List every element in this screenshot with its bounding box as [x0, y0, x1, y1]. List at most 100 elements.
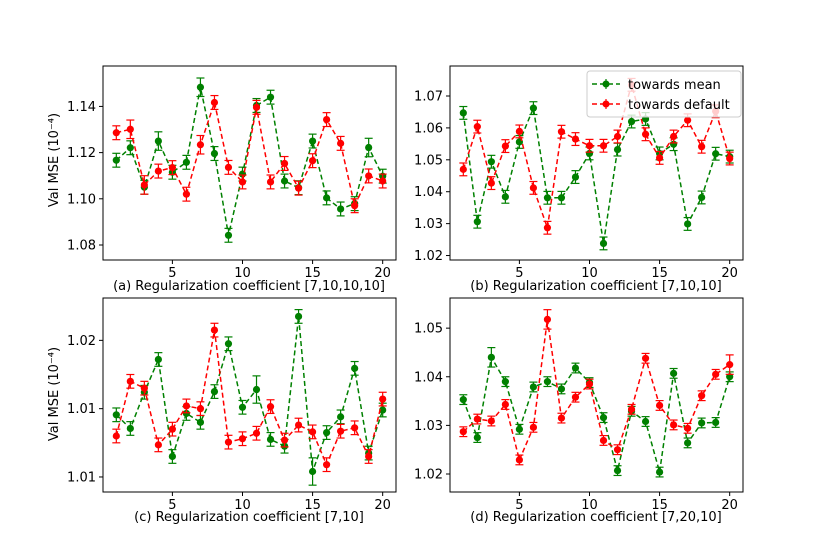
- data-point: [379, 177, 387, 185]
- data-point: [641, 354, 650, 362]
- data-point: [182, 409, 191, 418]
- data-point: [337, 413, 345, 421]
- series-towards-default: [112, 94, 387, 214]
- data-point: [543, 378, 552, 386]
- series-line: [462, 105, 730, 244]
- data-point: [501, 400, 509, 409]
- series-towards-mean: [459, 346, 734, 478]
- series-line: [462, 319, 731, 463]
- data-point: [698, 143, 706, 151]
- data-point: [712, 370, 720, 378]
- data-point: [684, 424, 692, 432]
- data-point: [557, 414, 566, 422]
- data-point: [182, 158, 191, 166]
- series-towards-mean: [459, 101, 734, 251]
- data-point: [266, 178, 275, 186]
- data-point: [529, 383, 538, 391]
- legend-entry-towards-mean: towards mean: [592, 78, 721, 93]
- data-point: [112, 156, 120, 164]
- data-point: [529, 423, 538, 431]
- y-tick-label: 1.03: [414, 419, 443, 434]
- data-point: [670, 132, 678, 141]
- data-point: [266, 435, 275, 444]
- y-axis-label: Val MSE (10⁻⁴): [47, 347, 62, 441]
- data-point: [238, 178, 247, 186]
- data-point: [337, 427, 345, 435]
- data-point: [154, 167, 162, 175]
- data-point: [210, 387, 219, 396]
- panel-a: Val MSE (10⁻⁴) (a) Regularization coeffi…: [47, 65, 397, 294]
- legend-label: towards mean: [628, 78, 721, 93]
- data-point: [487, 417, 495, 425]
- data-point: [613, 132, 622, 141]
- y-tick-label: 1.02: [67, 334, 96, 349]
- data-point: [154, 441, 162, 449]
- series-towards-default: [459, 77, 734, 235]
- y-tick-label: 1.02: [414, 249, 443, 264]
- y-axis-label: Val MSE (10⁻⁴): [47, 113, 62, 207]
- data-point: [684, 116, 692, 124]
- data-point: [487, 158, 495, 166]
- panel-caption: (d) Regularization coefficient [7,20,10]: [470, 510, 721, 525]
- x-tick-label: 5: [515, 498, 523, 513]
- x-tick-label: 20: [374, 498, 391, 513]
- data-point: [168, 164, 176, 172]
- y-tick-label: 1.04: [414, 370, 443, 385]
- plot-area: [459, 77, 734, 251]
- panel-d: (d) Regularization coefficient [7,20,10]…: [414, 297, 744, 525]
- data-point: [379, 395, 387, 403]
- legend-marker: [602, 80, 610, 88]
- y-tick-label: 1.08: [67, 238, 96, 253]
- data-point: [140, 384, 148, 392]
- data-point: [168, 425, 176, 433]
- panel-caption: (b) Regularization coefficient [7,10,10]: [470, 279, 721, 294]
- data-point: [543, 224, 552, 232]
- panel-caption: (a) Regularization coefficient [7,10,10,…: [113, 279, 385, 294]
- data-point: [126, 125, 134, 133]
- x-tick-label: 15: [304, 266, 321, 281]
- data-point: [515, 456, 523, 464]
- data-point: [365, 143, 373, 152]
- data-point: [726, 361, 734, 369]
- data-point: [308, 157, 317, 165]
- series-towards-mean: [112, 309, 387, 486]
- data-point: [543, 315, 552, 323]
- data-point: [501, 142, 509, 150]
- data-point: [641, 417, 650, 426]
- data-point: [168, 452, 176, 461]
- data-point: [557, 385, 566, 393]
- x-tick-label: 10: [234, 498, 251, 513]
- series-towards-default: [112, 322, 387, 473]
- data-point: [726, 154, 734, 163]
- data-point: [571, 364, 580, 372]
- data-point: [294, 184, 303, 192]
- axes-frame: [102, 65, 397, 261]
- data-point: [280, 177, 289, 185]
- data-point: [365, 172, 373, 180]
- data-point: [557, 194, 566, 202]
- axes-frame: [449, 297, 744, 493]
- data-point: [655, 401, 664, 410]
- plot-area: [112, 77, 387, 243]
- data-point: [308, 137, 317, 145]
- data-point: [473, 123, 481, 131]
- data-point: [351, 364, 359, 372]
- data-point: [351, 424, 359, 432]
- legend-entry-towards-default: towards default: [592, 98, 730, 113]
- panel-caption: (c) Regularization coefficient [7,10]: [134, 510, 364, 525]
- y-tick-label: 1.03: [414, 217, 443, 232]
- x-tick-label: 5: [515, 266, 523, 281]
- data-point: [196, 418, 205, 426]
- y-tick-label: 1.12: [67, 146, 96, 161]
- data-point: [557, 128, 566, 136]
- data-point: [365, 452, 373, 461]
- x-tick-label: 15: [651, 266, 668, 281]
- data-point: [529, 184, 538, 192]
- data-point: [698, 392, 706, 400]
- y-tick-label: 1.04: [414, 185, 443, 200]
- data-point: [182, 190, 191, 198]
- data-point: [154, 137, 162, 145]
- y-tick-label: 1.01: [67, 470, 96, 485]
- series-line: [115, 87, 384, 236]
